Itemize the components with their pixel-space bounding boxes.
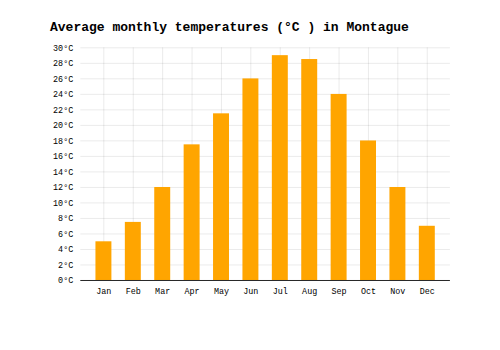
svg-text:2°C: 2°C [58,261,73,271]
svg-text:May: May [214,287,229,297]
svg-text:20°C: 20°C [53,121,73,131]
svg-text:8°C: 8°C [58,214,73,224]
svg-text:Apr: Apr [185,287,200,297]
svg-text:Oct: Oct [361,287,376,297]
html-text:Average monthly temperatures (: Average monthly temperatures (°C ) in Mo… [50,20,409,35]
svg-text:Jan: Jan [96,287,111,297]
svg-text:18°C: 18°C [53,137,73,147]
svg-text:14°C: 14°C [53,168,73,178]
svg-text:4°C: 4°C [58,245,73,255]
svg-text:Jun: Jun [243,287,258,297]
svg-text:28°C: 28°C [53,59,73,69]
svg-text:30°C: 30°C [53,44,73,54]
svg-text:26°C: 26°C [53,75,73,85]
svg-text:Feb: Feb [126,287,141,297]
svg-text:16°C: 16°C [53,152,73,162]
svg-text:Aug: Aug [302,287,317,297]
svg-text:0°C: 0°C [58,276,73,286]
svg-text:Nov: Nov [390,287,405,297]
svg-text:22°C: 22°C [53,106,73,116]
svg-text:12°C: 12°C [53,183,73,193]
svg-text:Mar: Mar [155,287,170,297]
svg-text:Sep: Sep [331,287,346,297]
svg-text:6°C: 6°C [58,230,73,240]
svg-text:10°C: 10°C [53,199,73,209]
svg-text:Jul: Jul [273,287,288,297]
svg-text:Dec: Dec [420,287,435,297]
svg-text:24°C: 24°C [53,90,73,100]
